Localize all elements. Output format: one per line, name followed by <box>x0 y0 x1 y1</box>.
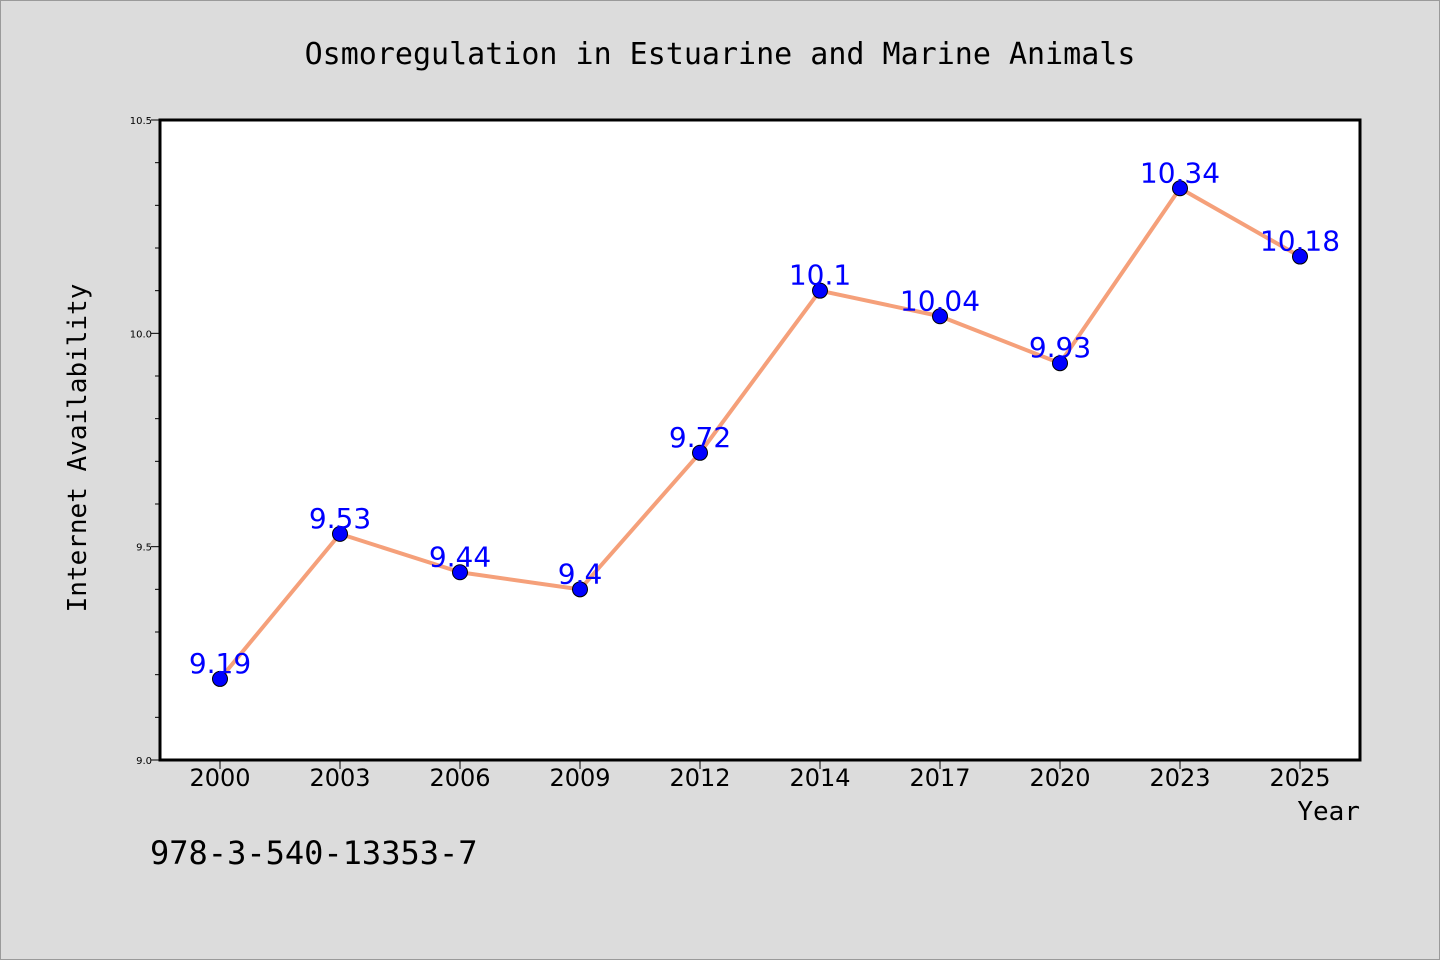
y-axis: 9.0 9.5 10.0 10.5 <box>130 116 160 767</box>
data-point <box>1172 180 1188 197</box>
y-tick-label: 9.0 <box>136 756 152 767</box>
x-tick-label: 2023 <box>1149 764 1210 792</box>
x-tick-label: 2017 <box>909 764 970 792</box>
data-label: 9.72 <box>669 421 731 454</box>
data-label: 10.04 <box>900 284 980 317</box>
x-tick-label: 2020 <box>1029 764 1090 792</box>
chart-title: Osmoregulation in Estuarine and Marine A… <box>305 37 1136 72</box>
x-tick-label: 2014 <box>789 764 850 792</box>
data-point <box>332 525 348 542</box>
data-point <box>692 444 708 461</box>
x-axis-label: Year <box>1297 797 1360 827</box>
y-tick-label: 10.0 <box>130 329 152 340</box>
y-axis-label: Internet Availability <box>63 284 93 613</box>
data-label: 9.93 <box>1029 331 1091 364</box>
x-tick-label: 2003 <box>309 764 370 792</box>
series-line <box>218 186 1301 681</box>
data-label: 9.4 <box>558 557 603 590</box>
x-tick-label: 2025 <box>1269 764 1330 792</box>
footer-isbn: 978-3-540-13353-7 <box>150 834 478 872</box>
data-point <box>932 308 948 325</box>
data-point <box>1052 355 1068 372</box>
data-label: 9.44 <box>429 540 491 573</box>
x-tick-label: 2012 <box>669 764 730 792</box>
data-point <box>1292 248 1308 265</box>
data-label: 10.34 <box>1140 156 1220 189</box>
x-tick-label: 2000 <box>189 764 250 792</box>
data-label: 10.18 <box>1260 225 1340 258</box>
data-label: 9.19 <box>189 647 251 680</box>
y-tick-label: 9.5 <box>136 543 152 554</box>
y-tick-label: 10.5 <box>130 116 152 127</box>
x-tick-label: 2009 <box>549 764 610 792</box>
data-point <box>452 564 468 581</box>
series-group: 9.19 9.53 9.44 9.4 9.72 10.1 10.04 9.93 10.34 10.… <box>189 156 1340 687</box>
data-label: 9.53 <box>309 502 371 535</box>
data-point <box>812 282 828 299</box>
data-point <box>572 581 588 598</box>
plot-area <box>158 118 1362 762</box>
x-axis: 2000 2003 2006 2009 2012 2014 2017 2020 2023 2025 <box>189 760 1331 792</box>
x-tick-label: 2006 <box>429 764 490 792</box>
data-point <box>212 670 228 687</box>
data-label: 10.1 <box>789 259 851 292</box>
